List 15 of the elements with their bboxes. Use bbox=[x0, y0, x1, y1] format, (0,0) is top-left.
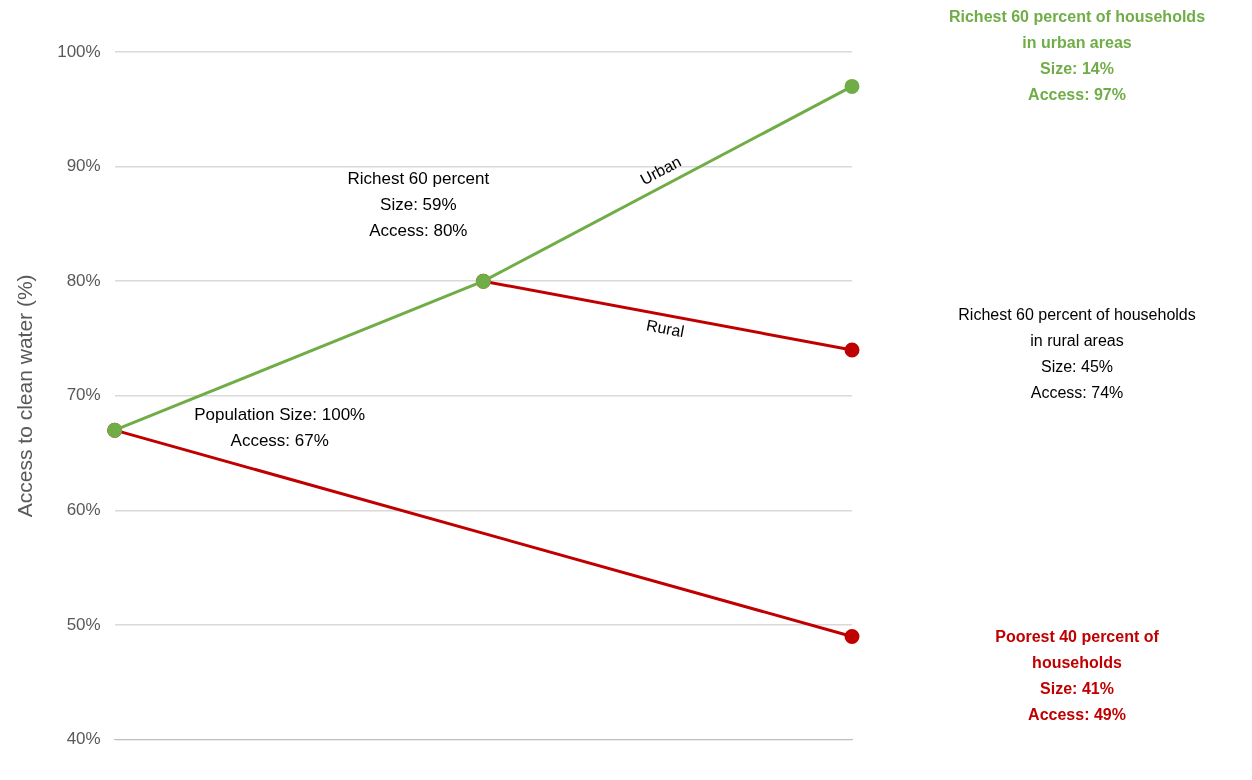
y-tick-label: 50% bbox=[66, 614, 101, 634]
y-tick-label: 100% bbox=[57, 41, 101, 61]
y-tick-label: 80% bbox=[66, 270, 101, 290]
y-tick-label: 40% bbox=[66, 729, 101, 749]
text: Richest 60 percent of households in rural areas Size: 45% Access: 74% bbox=[958, 306, 1196, 402]
annotation: Population Size: 100% Access: 67% bbox=[194, 404, 366, 450]
text: Urban bbox=[637, 152, 684, 189]
text: Poorest 40 percent of households Size: 41% Access: 49% bbox=[995, 627, 1160, 723]
text: Rural bbox=[644, 316, 686, 341]
y-tick-label: 60% bbox=[66, 500, 101, 520]
y-tick-label: 70% bbox=[66, 385, 101, 405]
y-tick-label: 90% bbox=[66, 156, 101, 176]
text: Richest 60 percent of households in urban areas Size: 14% Access: 97% bbox=[948, 7, 1206, 103]
annotation: Richest 60 percent Size: 59% Access: 80% bbox=[347, 168, 490, 240]
y-axis-title: Access to clean water (%) bbox=[13, 274, 37, 518]
